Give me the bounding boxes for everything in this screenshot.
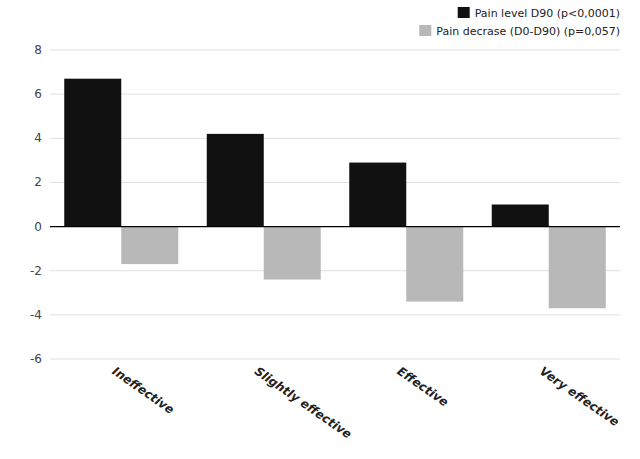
y-tick-label: 2	[34, 175, 42, 189]
y-tick-label: -6	[30, 352, 42, 366]
y-tick-label: 6	[34, 87, 42, 101]
grid-line	[50, 94, 620, 95]
category-label: Very effective	[537, 364, 622, 429]
grid-line	[50, 50, 620, 51]
bar	[64, 79, 121, 227]
legend-item: Pain level D90 (p<0,0001)	[458, 7, 620, 20]
bar	[492, 205, 549, 227]
legend-item: Pain decrase (D0-D90) (p=0,057)	[419, 25, 620, 38]
y-tick-label: -2	[30, 264, 42, 278]
bar	[207, 134, 264, 227]
zero-line	[50, 226, 620, 227]
grid-line	[50, 314, 620, 315]
bar	[406, 227, 463, 302]
bars	[64, 79, 606, 309]
y-tick-label: 4	[34, 131, 42, 145]
category-label: Effective	[395, 364, 452, 409]
grid-line	[50, 138, 620, 139]
chart-container: -6 -4 -2 0 2 4 6 8 Ineffective Slightly effective…	[0, 0, 640, 459]
grid-line	[50, 226, 620, 227]
category-label: Slightly effective	[252, 364, 354, 441]
legend-label: Pain level D90 (p<0,0001)	[475, 7, 620, 20]
grid-line	[50, 182, 620, 183]
grid	[50, 50, 620, 359]
category-label: Ineffective	[110, 364, 177, 417]
grid-line	[50, 270, 620, 271]
legend-swatch	[419, 25, 431, 36]
bar	[349, 163, 406, 227]
legend-swatch	[458, 7, 470, 18]
y-tick-label: 0	[34, 220, 42, 234]
grid-line	[50, 359, 620, 360]
y-tick-label: -4	[30, 308, 42, 322]
bar	[264, 227, 321, 280]
y-tick-label: 8	[34, 43, 42, 57]
chart: -6 -4 -2 0 2 4 6 8 Ineffective Slightly effective…	[0, 0, 640, 459]
legend: Pain level D90 (p<0,0001) Pain decrase (D…	[419, 7, 620, 38]
bar	[121, 227, 178, 265]
bar	[549, 227, 606, 309]
legend-label: Pain decrase (D0-D90) (p=0,057)	[436, 25, 620, 38]
